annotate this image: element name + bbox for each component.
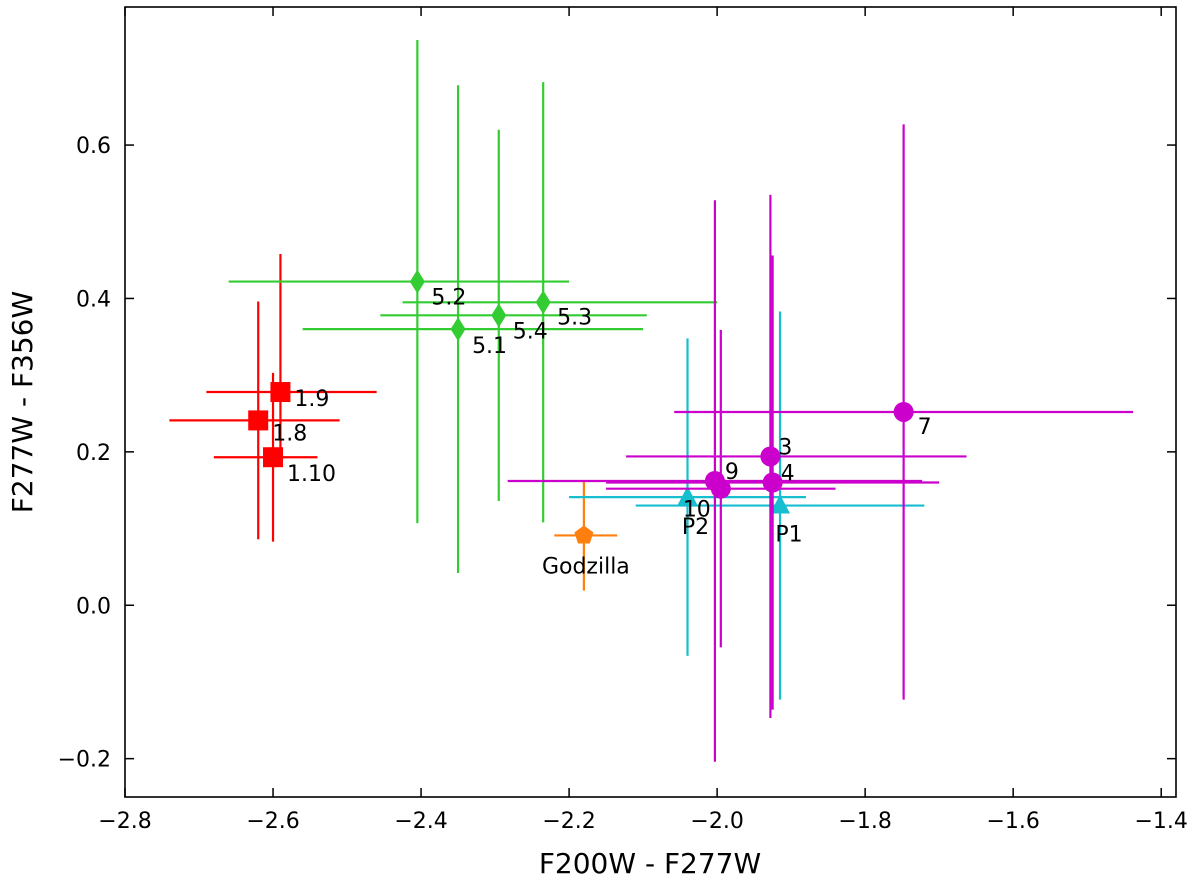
pentagon-marker bbox=[574, 525, 594, 544]
x-tick-label: −2.6 bbox=[246, 809, 299, 834]
y-tick-label: −0.2 bbox=[58, 748, 111, 773]
data-point-4 bbox=[606, 255, 940, 710]
x-tick-label: −2.2 bbox=[542, 809, 595, 834]
circle-marker bbox=[710, 478, 731, 499]
y-axis-title: F277W - F356W bbox=[6, 291, 39, 513]
point-label: 5.3 bbox=[557, 305, 592, 330]
y-tick-label: 0.0 bbox=[76, 594, 111, 619]
data-point-5.2 bbox=[228, 39, 570, 524]
x-tick-label: −2.0 bbox=[690, 809, 743, 834]
data-point-P1 bbox=[635, 311, 925, 700]
point-label: P2 bbox=[682, 515, 709, 540]
data-point-5.1 bbox=[302, 85, 644, 574]
point-label: 5.2 bbox=[431, 286, 466, 311]
x-tick-label: −1.8 bbox=[838, 809, 891, 834]
circle-marker bbox=[760, 446, 781, 467]
point-label: 5.4 bbox=[513, 319, 548, 344]
diamond-marker bbox=[535, 290, 551, 315]
point-label: 7 bbox=[918, 415, 932, 440]
data-point-3 bbox=[626, 194, 967, 718]
y-tick-label: 0.2 bbox=[76, 441, 111, 466]
point-label: 1.8 bbox=[272, 421, 307, 446]
circle-marker bbox=[893, 401, 914, 422]
point-label-layer: 1.9 1.8 1.10 5.25.15.4 5.3 Godzilla P2 P1 7 34 9 10 bbox=[272, 286, 931, 580]
x-tick-label: −2.4 bbox=[394, 809, 447, 834]
x-tick-label: −1.4 bbox=[1134, 809, 1187, 834]
data-point-P2 bbox=[569, 338, 806, 656]
point-label: P1 bbox=[775, 523, 802, 548]
square-marker bbox=[263, 447, 284, 468]
diamond-marker bbox=[491, 303, 507, 328]
data-point-5.4 bbox=[380, 129, 647, 501]
tick-layer: −2.8 −2.6 −2.4 −2.2 −2.0 −1.8 −1.6 −1.4 −0.2 0.0 0… bbox=[58, 7, 1188, 834]
data-point-1.8 bbox=[169, 301, 340, 540]
square-marker bbox=[248, 410, 269, 431]
diamond-marker bbox=[450, 317, 466, 342]
square-marker bbox=[270, 382, 291, 403]
point-label: 5.1 bbox=[472, 334, 507, 359]
point-label: Godzilla bbox=[542, 554, 630, 579]
point-label: 4 bbox=[781, 462, 795, 487]
triangle-marker bbox=[677, 486, 698, 506]
y-tick-label: 0.6 bbox=[76, 134, 111, 159]
data-point-7 bbox=[674, 124, 1134, 700]
x-tick-label: −1.6 bbox=[986, 809, 1039, 834]
point-label: 10 bbox=[683, 498, 711, 523]
x-axis-title: F200W - F277W bbox=[539, 847, 761, 878]
point-label: 9 bbox=[725, 460, 739, 485]
diamond-marker bbox=[409, 269, 425, 294]
x-tick-label: −2.8 bbox=[98, 809, 151, 834]
point-label: 1.10 bbox=[287, 462, 336, 487]
data-point-Godzilla bbox=[554, 480, 618, 591]
point-label: 1.9 bbox=[294, 387, 329, 412]
point-label: 3 bbox=[778, 435, 792, 460]
data-point-1.9 bbox=[206, 253, 377, 462]
data-layer bbox=[169, 39, 1134, 762]
data-point-10 bbox=[606, 329, 836, 648]
y-tick-label: 0.4 bbox=[76, 287, 111, 312]
triangle-marker bbox=[770, 494, 791, 514]
data-point-1.10 bbox=[213, 372, 318, 542]
circle-marker bbox=[762, 472, 783, 493]
plot-frame bbox=[124, 6, 1177, 798]
data-point-5.3 bbox=[402, 82, 718, 523]
